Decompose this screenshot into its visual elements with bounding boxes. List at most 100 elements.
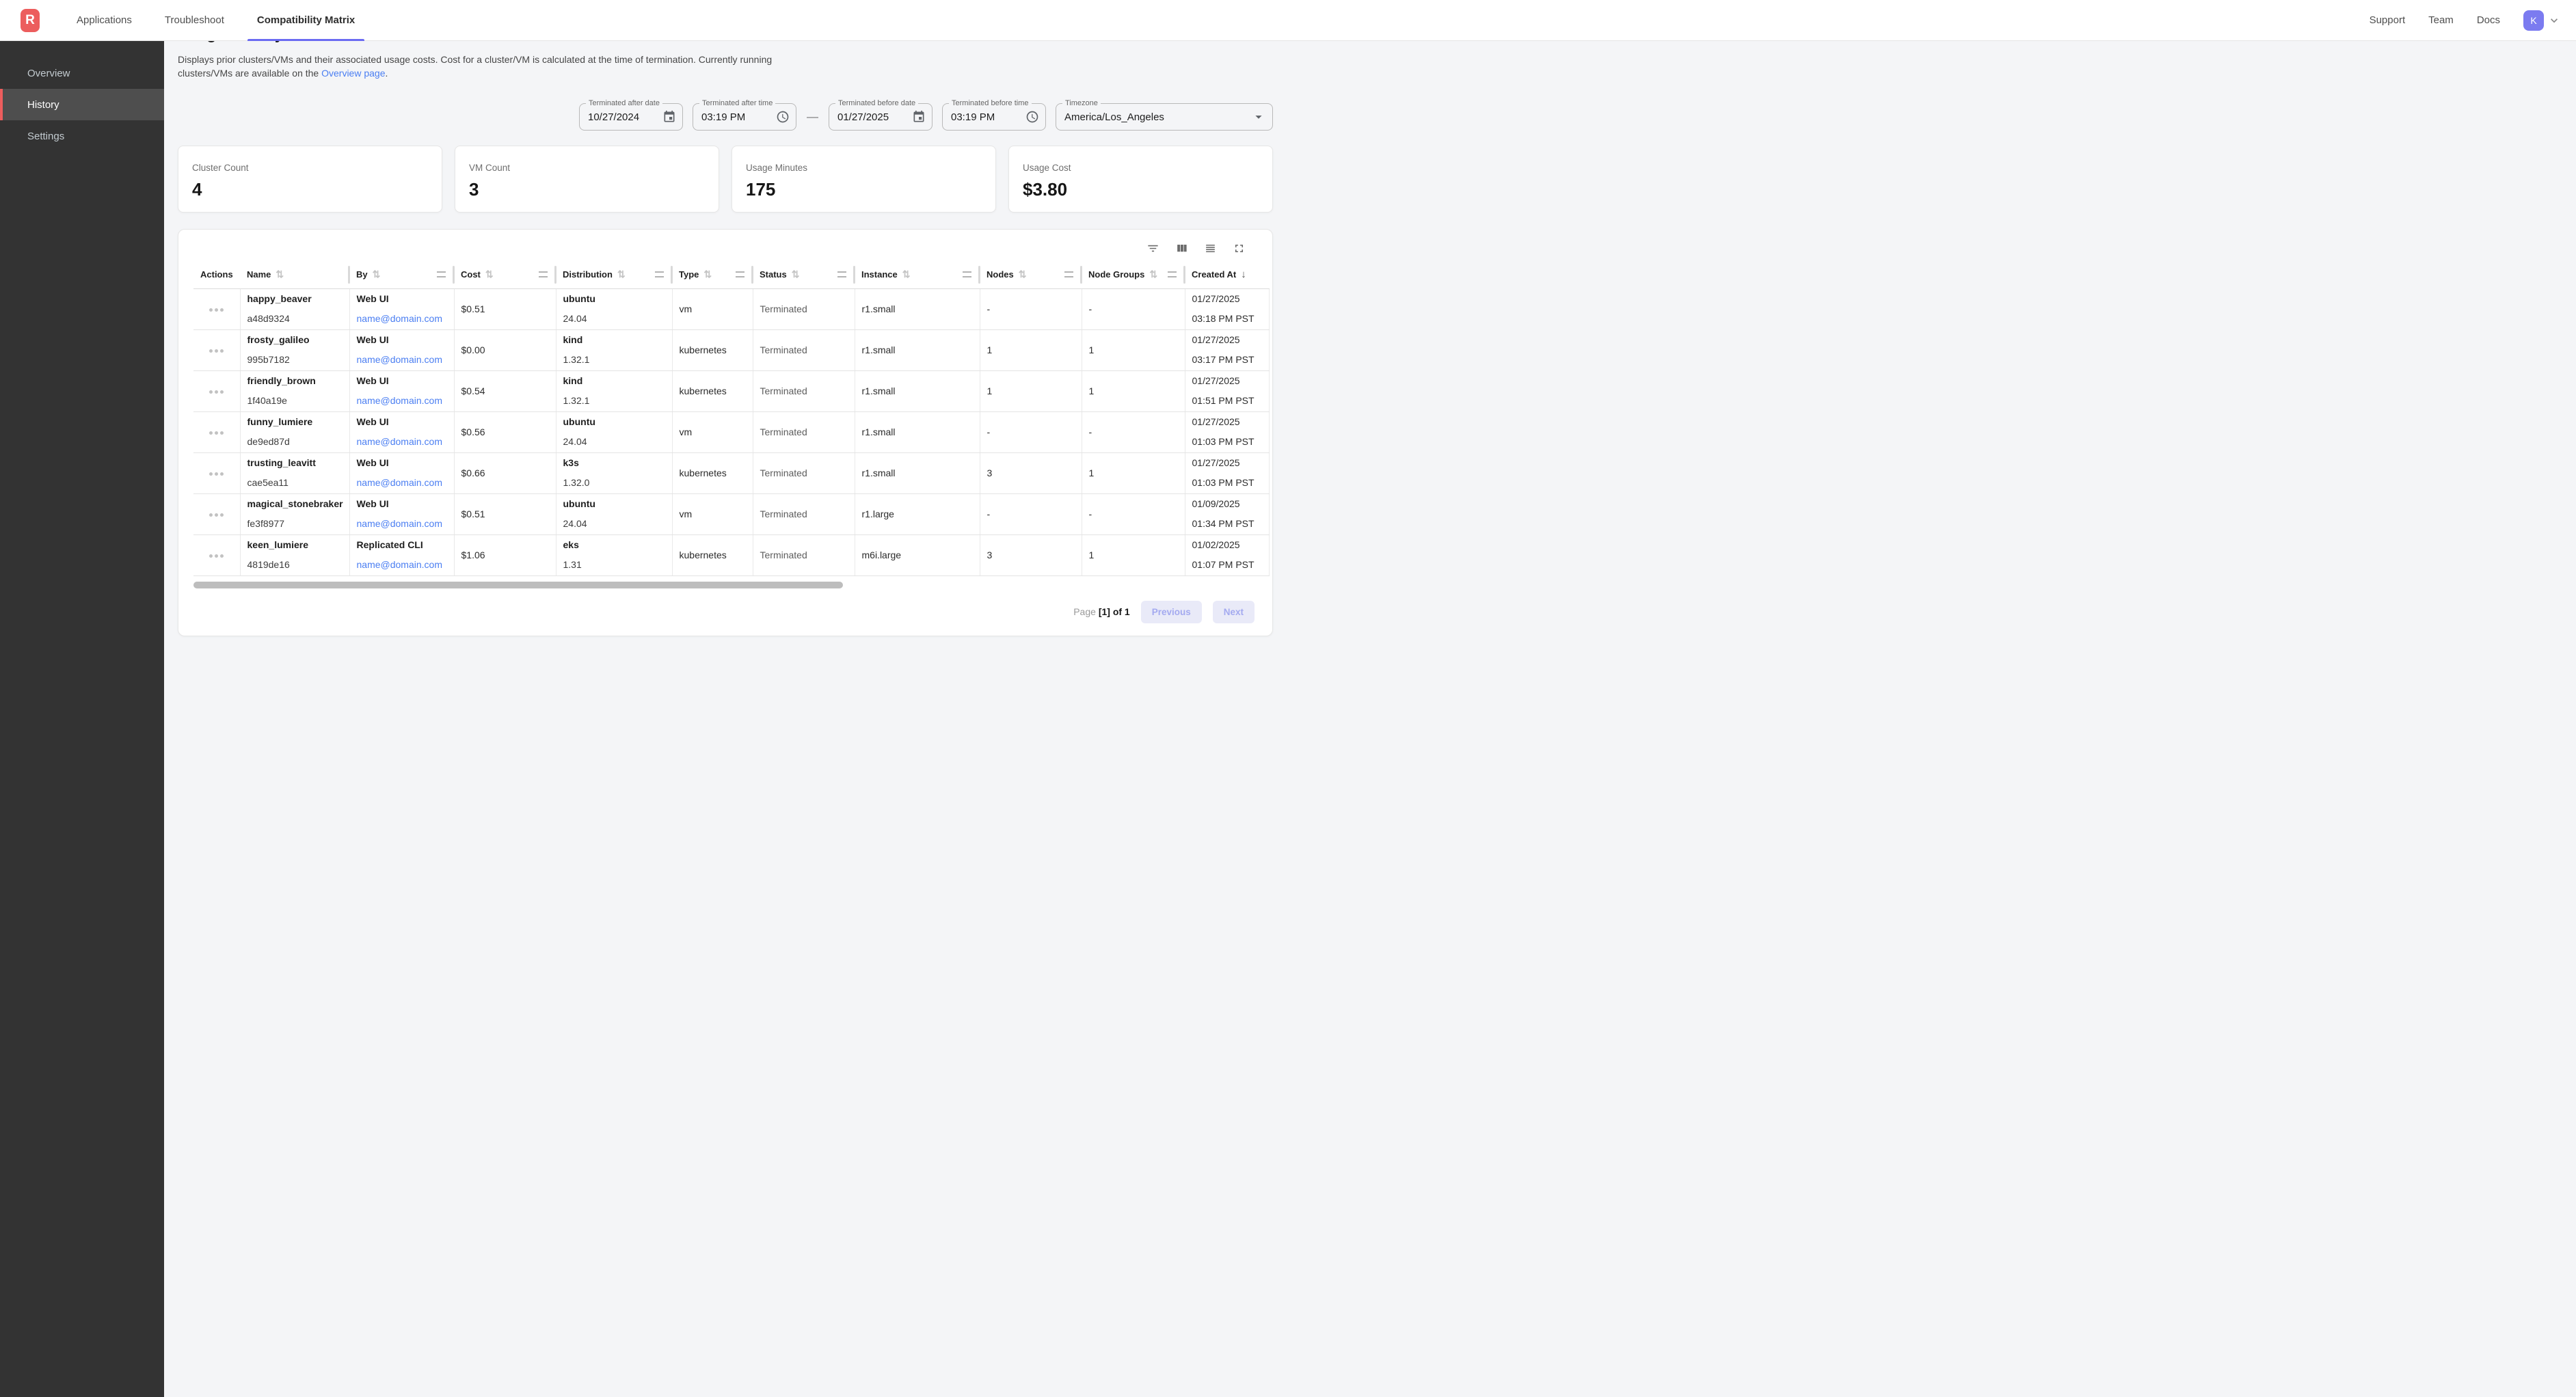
created-by-email-link[interactable]: name@domain.com [356, 436, 443, 447]
column-label: By [356, 269, 368, 280]
sort-icon[interactable]: ⇅ [902, 269, 911, 280]
sort-icon[interactable]: ⇅ [1149, 269, 1158, 280]
nav-tab-applications[interactable]: Applications [77, 14, 132, 26]
column-header-cost[interactable]: Cost ⇅ [454, 261, 556, 289]
column-header-nodes[interactable]: Nodes ⇅ [980, 261, 1082, 289]
created-by-email-link[interactable]: name@domain.com [356, 354, 443, 365]
created-by-email-link[interactable]: name@domain.com [356, 518, 443, 529]
created-by-email-link[interactable]: name@domain.com [356, 477, 443, 488]
nav-tab-compatibility-matrix[interactable]: Compatibility Matrix [247, 0, 365, 41]
sort-icon[interactable]: ⇅ [703, 269, 712, 280]
created-by-email-link[interactable]: name@domain.com [356, 395, 443, 406]
created-at-cell: 01/27/2025 01:03 PM PST [1185, 411, 1270, 453]
distribution-name: eks [563, 539, 579, 550]
distribution-version: 24.04 [563, 436, 587, 447]
terminated-after-time-field[interactable]: Terminated after time 03:19 PM [693, 99, 796, 131]
created-by-email-link[interactable]: name@domain.com [356, 559, 443, 570]
timezone-select[interactable]: Timezone America/Los_Angeles [1056, 99, 1273, 131]
column-header-status[interactable]: Status ⇅ [753, 261, 855, 289]
column-menu-icon[interactable] [437, 271, 446, 278]
column-header-name[interactable]: Name ⇅ [240, 261, 350, 289]
sort-icon[interactable]: ⇅ [485, 269, 494, 280]
columns-icon[interactable] [1174, 241, 1189, 256]
sort-icon[interactable]: ⇅ [617, 269, 626, 280]
overview-page-link[interactable]: Overview page [321, 68, 386, 79]
clock-icon[interactable] [776, 110, 790, 124]
row-actions-button[interactable] [205, 468, 228, 480]
created-at-cell: 01/27/2025 03:17 PM PST [1185, 329, 1270, 371]
sidebar-item-history[interactable]: History [0, 89, 164, 120]
terminated-before-time-field[interactable]: Terminated before time 03:19 PM [942, 99, 1046, 131]
sidebar-item-overview[interactable]: Overview [27, 67, 70, 79]
density-icon[interactable] [1203, 241, 1218, 256]
nav-tab-troubleshoot[interactable]: Troubleshoot [164, 14, 224, 26]
created-time: 03:17 PM PST [1192, 354, 1255, 365]
page-value: [1] of 1 [1098, 606, 1130, 617]
table-row[interactable]: friendly_brown 1f40a19e Web UI name@doma… [193, 370, 1270, 412]
table-row[interactable]: trusting_leavitt cae5ea11 Web UI name@do… [193, 452, 1270, 494]
row-actions-button[interactable] [205, 345, 228, 357]
column-header-node-groups[interactable]: Node Groups ⇅ [1082, 261, 1185, 289]
name-cell: keen_lumiere 4819de16 [240, 534, 350, 576]
calendar-icon[interactable] [912, 110, 926, 124]
calendar-icon[interactable] [662, 110, 676, 124]
column-header-created-at[interactable]: Created At ↓ [1185, 261, 1269, 289]
row-actions-button[interactable] [205, 304, 228, 316]
column-menu-icon[interactable] [1064, 271, 1073, 278]
account-menu[interactable]: K [2523, 10, 2561, 31]
column-header-by[interactable]: By ⇅ [349, 261, 455, 289]
avatar[interactable]: K [2523, 10, 2544, 31]
sort-desc-icon[interactable]: ↓ [1241, 269, 1246, 281]
column-menu-icon[interactable] [655, 271, 664, 278]
clock-icon[interactable] [1025, 110, 1039, 124]
sort-icon[interactable]: ⇅ [1018, 269, 1027, 280]
timezone-value[interactable]: America/Los_Angeles [1064, 111, 1164, 123]
column-header-distribution[interactable]: Distribution ⇅ [556, 261, 673, 289]
row-actions-button[interactable] [205, 386, 228, 398]
column-menu-icon[interactable] [837, 271, 846, 278]
terminated-before-date-value[interactable]: 01/27/2025 [837, 111, 889, 123]
replicated-logo[interactable]: R [21, 8, 40, 32]
column-header-instance[interactable]: Instance ⇅ [855, 261, 980, 289]
nav-link-team[interactable]: Team [2428, 14, 2454, 26]
terminated-after-date-value[interactable]: 10/27/2024 [588, 111, 640, 123]
row-actions-button[interactable] [205, 550, 228, 562]
horizontal-scrollbar-thumb[interactable] [193, 581, 843, 588]
column-menu-icon[interactable] [1168, 271, 1177, 278]
distribution-cell: ubuntu 24.04 [556, 288, 673, 330]
table-row[interactable]: happy_beaver a48d9324 Web UI name@domain… [193, 288, 1270, 330]
actions-cell [193, 452, 241, 494]
table-header-row: Actions Name ⇅ By ⇅ Cost ⇅ Distribution ⇅ Ty… [193, 261, 1269, 289]
distribution-cell: ubuntu 24.04 [556, 411, 673, 453]
filter-icon[interactable] [1145, 241, 1160, 256]
column-header-type[interactable]: Type ⇅ [672, 261, 753, 289]
sidebar-item-settings[interactable]: Settings [27, 130, 65, 142]
instance-cell: r1.large [855, 493, 980, 535]
fullscreen-icon[interactable] [1231, 241, 1246, 256]
status-cell: Terminated [753, 329, 855, 371]
row-actions-button[interactable] [205, 427, 228, 439]
column-menu-icon[interactable] [963, 271, 971, 278]
table-row[interactable]: frosty_galileo 995b7182 Web UI name@doma… [193, 329, 1270, 371]
next-button[interactable]: Next [1212, 600, 1255, 623]
nav-link-support[interactable]: Support [2369, 14, 2406, 26]
table-row[interactable]: funny_lumiere de9ed87d Web UI name@domai… [193, 411, 1270, 453]
dropdown-arrow-icon[interactable] [1251, 109, 1266, 124]
table-row[interactable]: keen_lumiere 4819de16 Replicated CLI nam… [193, 534, 1270, 576]
column-menu-icon[interactable] [736, 271, 744, 278]
status-cell: Terminated [753, 411, 855, 453]
sort-icon[interactable]: ⇅ [791, 269, 800, 280]
stat-label: Cluster Count [192, 163, 249, 173]
sort-icon[interactable]: ⇅ [372, 269, 381, 280]
created-by-email-link[interactable]: name@domain.com [356, 313, 443, 324]
table-row[interactable]: magical_stonebraker fe3f8977 Web UI name… [193, 493, 1270, 535]
terminated-after-date-field[interactable]: Terminated after date 10/27/2024 [579, 99, 683, 131]
terminated-after-time-value[interactable]: 03:19 PM [701, 111, 746, 123]
column-menu-icon[interactable] [539, 271, 548, 278]
sort-icon[interactable]: ⇅ [276, 269, 284, 280]
previous-button[interactable]: Previous [1140, 600, 1202, 623]
row-actions-button[interactable] [205, 509, 228, 521]
terminated-before-time-value[interactable]: 03:19 PM [951, 111, 995, 123]
nav-link-docs[interactable]: Docs [2476, 14, 2500, 26]
terminated-before-date-field[interactable]: Terminated before date 01/27/2025 [829, 99, 933, 131]
